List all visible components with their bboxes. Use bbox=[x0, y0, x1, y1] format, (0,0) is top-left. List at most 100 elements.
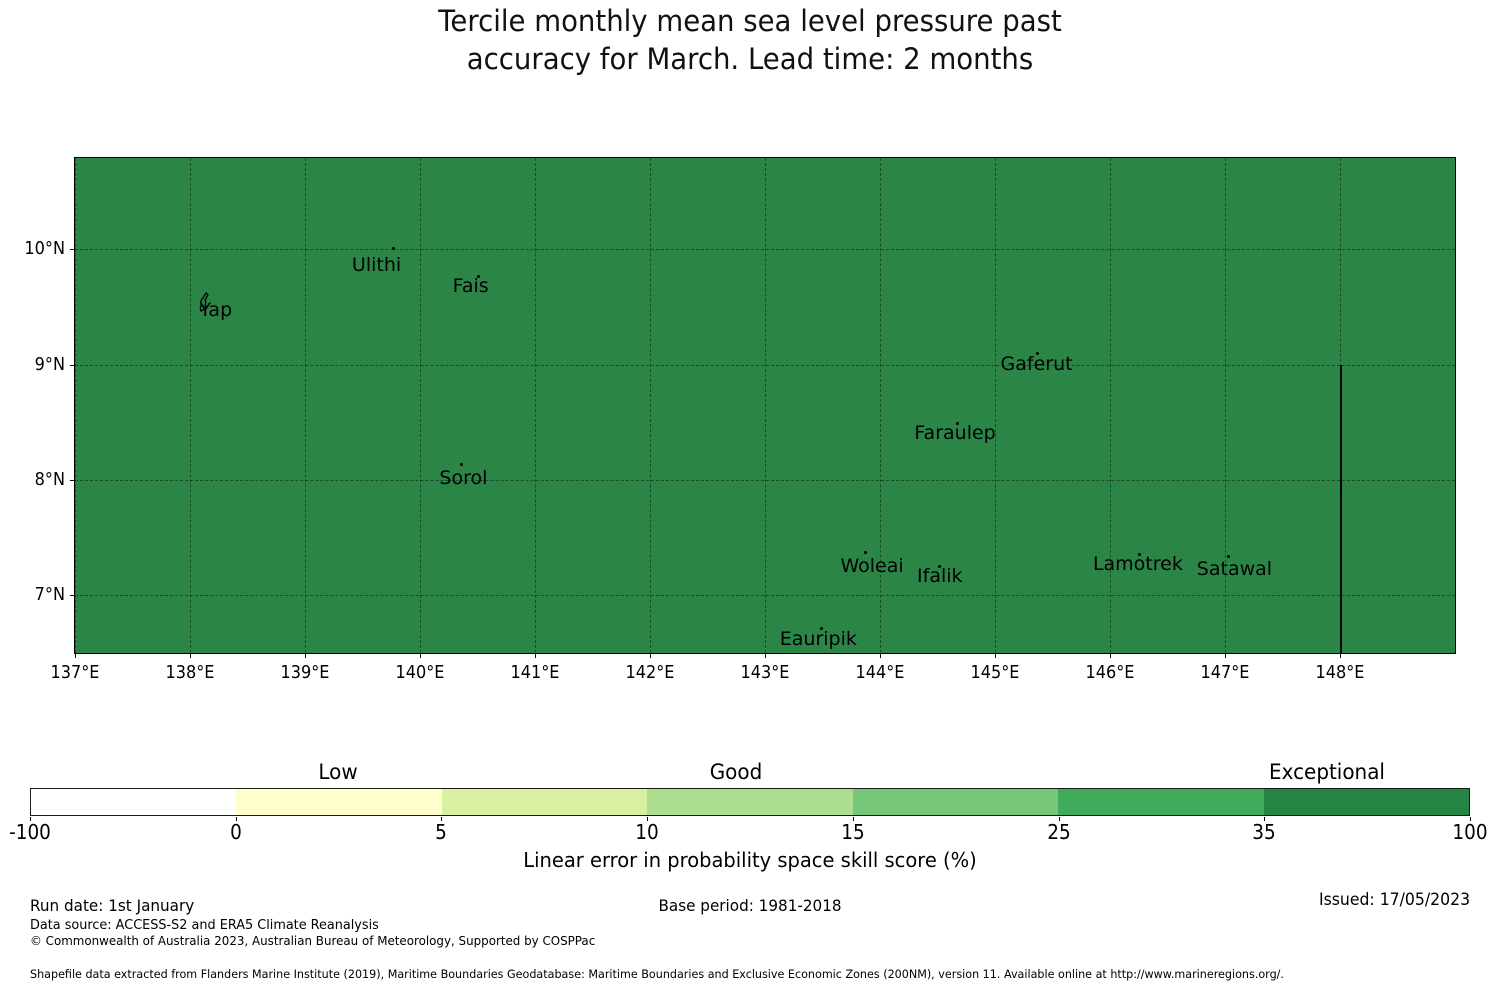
island-label: Lamotrek bbox=[1092, 552, 1183, 575]
gridline-longitude bbox=[190, 158, 191, 653]
island-label: Faraulep bbox=[914, 422, 996, 445]
colorbar-tick-mark bbox=[1264, 817, 1266, 821]
gridline-longitude bbox=[1110, 158, 1111, 653]
map-plot: Yap Ulithi Fais Sorol Gaferut Faraulep Woleai I… bbox=[75, 158, 1455, 653]
colorbar-tick-label: 100 bbox=[1452, 820, 1488, 844]
figure-title-line1: Tercile monthly mean sea level pressure … bbox=[438, 4, 1062, 38]
colorbar-category-label: Good bbox=[709, 760, 762, 784]
colorbar-segment bbox=[647, 789, 853, 815]
x-tick-label: 144°E bbox=[855, 663, 905, 683]
colorbar-tick-mark bbox=[1470, 817, 1471, 821]
x-tick-label: 147°E bbox=[1200, 663, 1250, 683]
island-label: Sorol bbox=[439, 466, 488, 489]
colorbar-tick-label: 35 bbox=[1252, 820, 1276, 844]
x-tick-mark bbox=[880, 653, 881, 658]
island-label: Eauripik bbox=[779, 627, 857, 650]
x-tick-mark bbox=[995, 653, 996, 658]
x-tick-label: 148°E bbox=[1315, 663, 1365, 683]
island-dot bbox=[819, 627, 823, 631]
gridline-longitude bbox=[420, 158, 421, 653]
island-dot bbox=[477, 275, 481, 279]
shapefile-note-text: Shapefile data extracted from Flanders M… bbox=[30, 967, 1284, 981]
gridline-longitude bbox=[880, 158, 881, 653]
x-tick-label: 143°E bbox=[740, 663, 790, 683]
island-dot bbox=[459, 463, 463, 467]
x-tick-mark bbox=[420, 653, 421, 658]
figure-title-line2: accuracy for March. Lead time: 2 months bbox=[466, 42, 1034, 76]
y-tick-label: 7°N bbox=[34, 585, 65, 606]
y-tick-mark bbox=[70, 479, 75, 481]
gridline-latitude bbox=[75, 595, 1455, 597]
y-tick-mark bbox=[70, 364, 75, 366]
gridline-longitude bbox=[765, 158, 766, 653]
island-dot bbox=[1226, 554, 1230, 558]
colorbar-segment bbox=[1058, 789, 1264, 815]
y-tick-mark bbox=[70, 595, 75, 597]
colorbar-tick-mark bbox=[647, 817, 649, 821]
island-dot bbox=[938, 564, 942, 568]
x-tick-label: 139°E bbox=[280, 663, 330, 683]
island-dot bbox=[863, 551, 867, 555]
gridline-longitude bbox=[995, 158, 996, 653]
x-tick-mark bbox=[1340, 653, 1341, 658]
island-label: Fais bbox=[452, 274, 489, 297]
gridline-longitude bbox=[75, 158, 76, 653]
colorbar-axis-label: Linear error in probability space skill … bbox=[523, 848, 977, 872]
colorbar-tick-mark bbox=[30, 817, 31, 821]
x-tick-mark bbox=[1110, 653, 1111, 658]
colorbar-bar bbox=[30, 788, 1470, 816]
x-tick-mark bbox=[75, 653, 76, 658]
x-tick-mark bbox=[765, 653, 766, 658]
x-tick-label: 138°E bbox=[165, 663, 215, 683]
y-tick-mark bbox=[70, 249, 75, 251]
colorbar-segment bbox=[236, 789, 442, 815]
island-label: Ifalik bbox=[917, 565, 963, 588]
colorbar-segment bbox=[31, 789, 237, 815]
y-tick-label: 10°N bbox=[24, 239, 65, 260]
x-tick-mark bbox=[190, 653, 191, 658]
island-label: Gaferut bbox=[1000, 353, 1073, 375]
colorbar-tick-label: 0 bbox=[229, 820, 242, 844]
gridline-latitude bbox=[75, 364, 1455, 366]
colorbar-segment bbox=[852, 789, 1059, 815]
run-date-text: Run date: 1st January bbox=[30, 896, 195, 915]
island-dot bbox=[955, 421, 959, 425]
colorbar-tick-label: 25 bbox=[1046, 820, 1071, 844]
colorbar-tick-label: 5 bbox=[435, 820, 448, 844]
x-tick-mark bbox=[535, 653, 536, 658]
x-tick-label: 140°E bbox=[395, 663, 445, 683]
x-tick-label: 142°E bbox=[625, 663, 675, 683]
island-label: Woleai bbox=[840, 554, 904, 577]
base-period-text: Base period: 1981-2018 bbox=[658, 896, 842, 915]
figure-title: Tercile monthly mean sea level pressure … bbox=[38, 2, 1463, 78]
island-dot bbox=[392, 246, 396, 250]
island-label: Ulithi bbox=[351, 254, 402, 276]
x-tick-label: 137°E bbox=[50, 663, 100, 683]
gridline-longitude bbox=[1225, 158, 1226, 653]
x-tick-label: 141°E bbox=[510, 663, 560, 683]
island-shape-yap bbox=[199, 292, 209, 313]
colorbar-tick-mark bbox=[1058, 817, 1060, 821]
colorbar-tick-label: 10 bbox=[635, 820, 659, 844]
colorbar-category-label: Low bbox=[318, 760, 358, 784]
gridline-longitude bbox=[305, 158, 306, 653]
island-label: Yap bbox=[199, 299, 233, 322]
x-tick-label: 146°E bbox=[1085, 663, 1135, 683]
y-tick-label: 8°N bbox=[34, 469, 65, 490]
eez-boundary-line bbox=[1340, 364, 1343, 653]
data-source-text: Data source: ACCESS-S2 and ERA5 Climate … bbox=[30, 917, 379, 933]
issued-date-text: Issued: 17/05/2023 bbox=[1318, 890, 1470, 909]
gridline-longitude bbox=[535, 158, 536, 653]
colorbar-segment bbox=[1263, 789, 1469, 815]
colorbar-segment bbox=[441, 789, 648, 815]
gridline-longitude bbox=[650, 158, 651, 653]
x-tick-mark bbox=[305, 653, 306, 658]
x-tick-label: 145°E bbox=[970, 663, 1020, 683]
colorbar-tick-mark bbox=[235, 817, 237, 821]
colorbar-tick-mark bbox=[441, 817, 443, 821]
island-label: Satawal bbox=[1196, 558, 1273, 581]
colorbar-category-label: Exceptional bbox=[1269, 760, 1386, 784]
colorbar-tick-label: -100 bbox=[9, 820, 51, 844]
gridline-latitude bbox=[75, 479, 1455, 481]
